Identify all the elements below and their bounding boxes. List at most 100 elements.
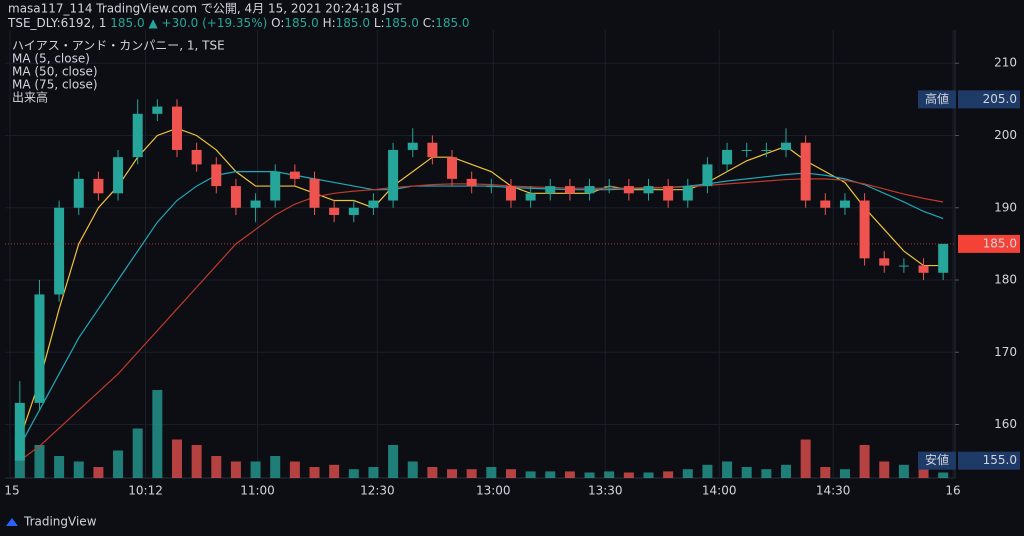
candle-body [466,178,477,187]
volume-bar [702,464,713,478]
volume-bar [211,456,222,478]
x-tick-label: 16 [945,484,960,498]
price-badge [958,451,1020,470]
legend-title: ハイアス・アンド・カンパニー, 1, TSE [12,39,225,53]
candle-body [447,157,458,179]
volume-bar [407,461,418,478]
volume-bar [781,464,792,478]
price-badge-name: 高値 [925,91,949,106]
legend-entry: MA (50, close) [12,65,98,79]
volume-bar [486,467,497,478]
candle-body [270,171,281,201]
volume-bar [368,467,379,478]
l-value: 185.0 [385,16,419,30]
legend-entry: 出来高 [12,90,48,105]
candle-body [663,186,674,201]
candle-body [191,149,202,165]
volume-bar [879,461,890,478]
legend-entry: MA (75, close) [12,78,98,92]
candle-body [702,164,713,187]
volume-bar [447,469,458,478]
y-tick-label: 180 [994,273,1017,287]
price-badge [958,90,1020,109]
candle-body [289,171,300,179]
candle-body [604,186,615,188]
volume-bar [623,472,634,478]
candle-body [407,142,418,150]
legend-entry: MA (5, close) [12,52,90,66]
volume-bar [289,461,300,478]
x-tick-label: 10:12 [128,484,163,498]
candle-body [839,200,850,208]
volume-bar [230,461,241,478]
price-badge-label: 155.0 [983,453,1017,467]
symbol: TSE_DLY:6192, 1 [7,16,106,30]
candle-body [505,186,516,201]
candle-body [623,186,634,194]
candle-body [132,113,143,158]
candle-body [348,207,359,215]
candle-body [329,207,340,215]
volume-bar [34,445,45,478]
volume-bar [73,461,84,478]
price-badge-name: 安値 [925,452,949,467]
h-label: H: [323,16,336,30]
change: ▲ +30.0 (+19.35%) [148,16,267,30]
candle-body [309,178,320,208]
volume-bar [604,471,615,478]
publish-info: masa117_114 TradingView.com で公開, 4月 15, … [8,2,402,16]
candle-body [741,149,752,151]
volume-bar [93,467,104,478]
candle-body [564,186,575,194]
volume-bar [132,428,143,478]
candle-body [545,186,556,194]
ma-line [19,178,944,462]
volume-bar [800,439,811,478]
candle-body [820,200,831,208]
brand: TradingView [23,515,97,529]
candle-body [859,200,870,259]
candle-body [938,243,949,273]
ma-line [19,171,944,447]
x-tick-label: 13:30 [588,484,623,498]
logo [6,518,18,526]
candle-body [879,258,890,266]
volume-bar [839,469,850,478]
volume-bar [427,467,438,478]
price-badge-name-bg [918,451,956,470]
candle-body [781,142,792,150]
price-badge-label: 185.0 [983,236,1017,250]
candle-body [230,186,241,208]
volume-bar [643,472,654,478]
x-tick-label: 12:30 [360,484,395,498]
volume-bar [722,461,733,478]
price-badge [958,234,1020,253]
volume-bar [250,461,261,478]
h-value: 185.0 [336,16,370,30]
candle-body [427,142,438,158]
x-tick-label: 13:00 [476,484,511,498]
volume-bar [191,445,202,478]
candle-body [34,294,45,403]
candle-body [584,186,595,194]
candle-body [800,142,811,201]
volume-bar [171,439,182,478]
volume-bar [859,445,870,478]
y-tick-label: 200 [994,128,1017,142]
volume-bar [329,464,340,478]
c-value: 185.0 [435,16,469,30]
price: 185.0 [110,16,144,30]
x-tick-label: 15 [4,484,19,498]
candle-body [171,106,182,150]
candle-body [211,164,222,187]
candle-body [73,178,84,208]
candle-body [388,149,399,201]
o-value: 185.0 [284,16,318,30]
y-tick-label: 160 [994,417,1017,431]
y-tick-label: 210 [994,56,1017,70]
candle-body [368,200,379,208]
volume-bar [761,469,772,478]
